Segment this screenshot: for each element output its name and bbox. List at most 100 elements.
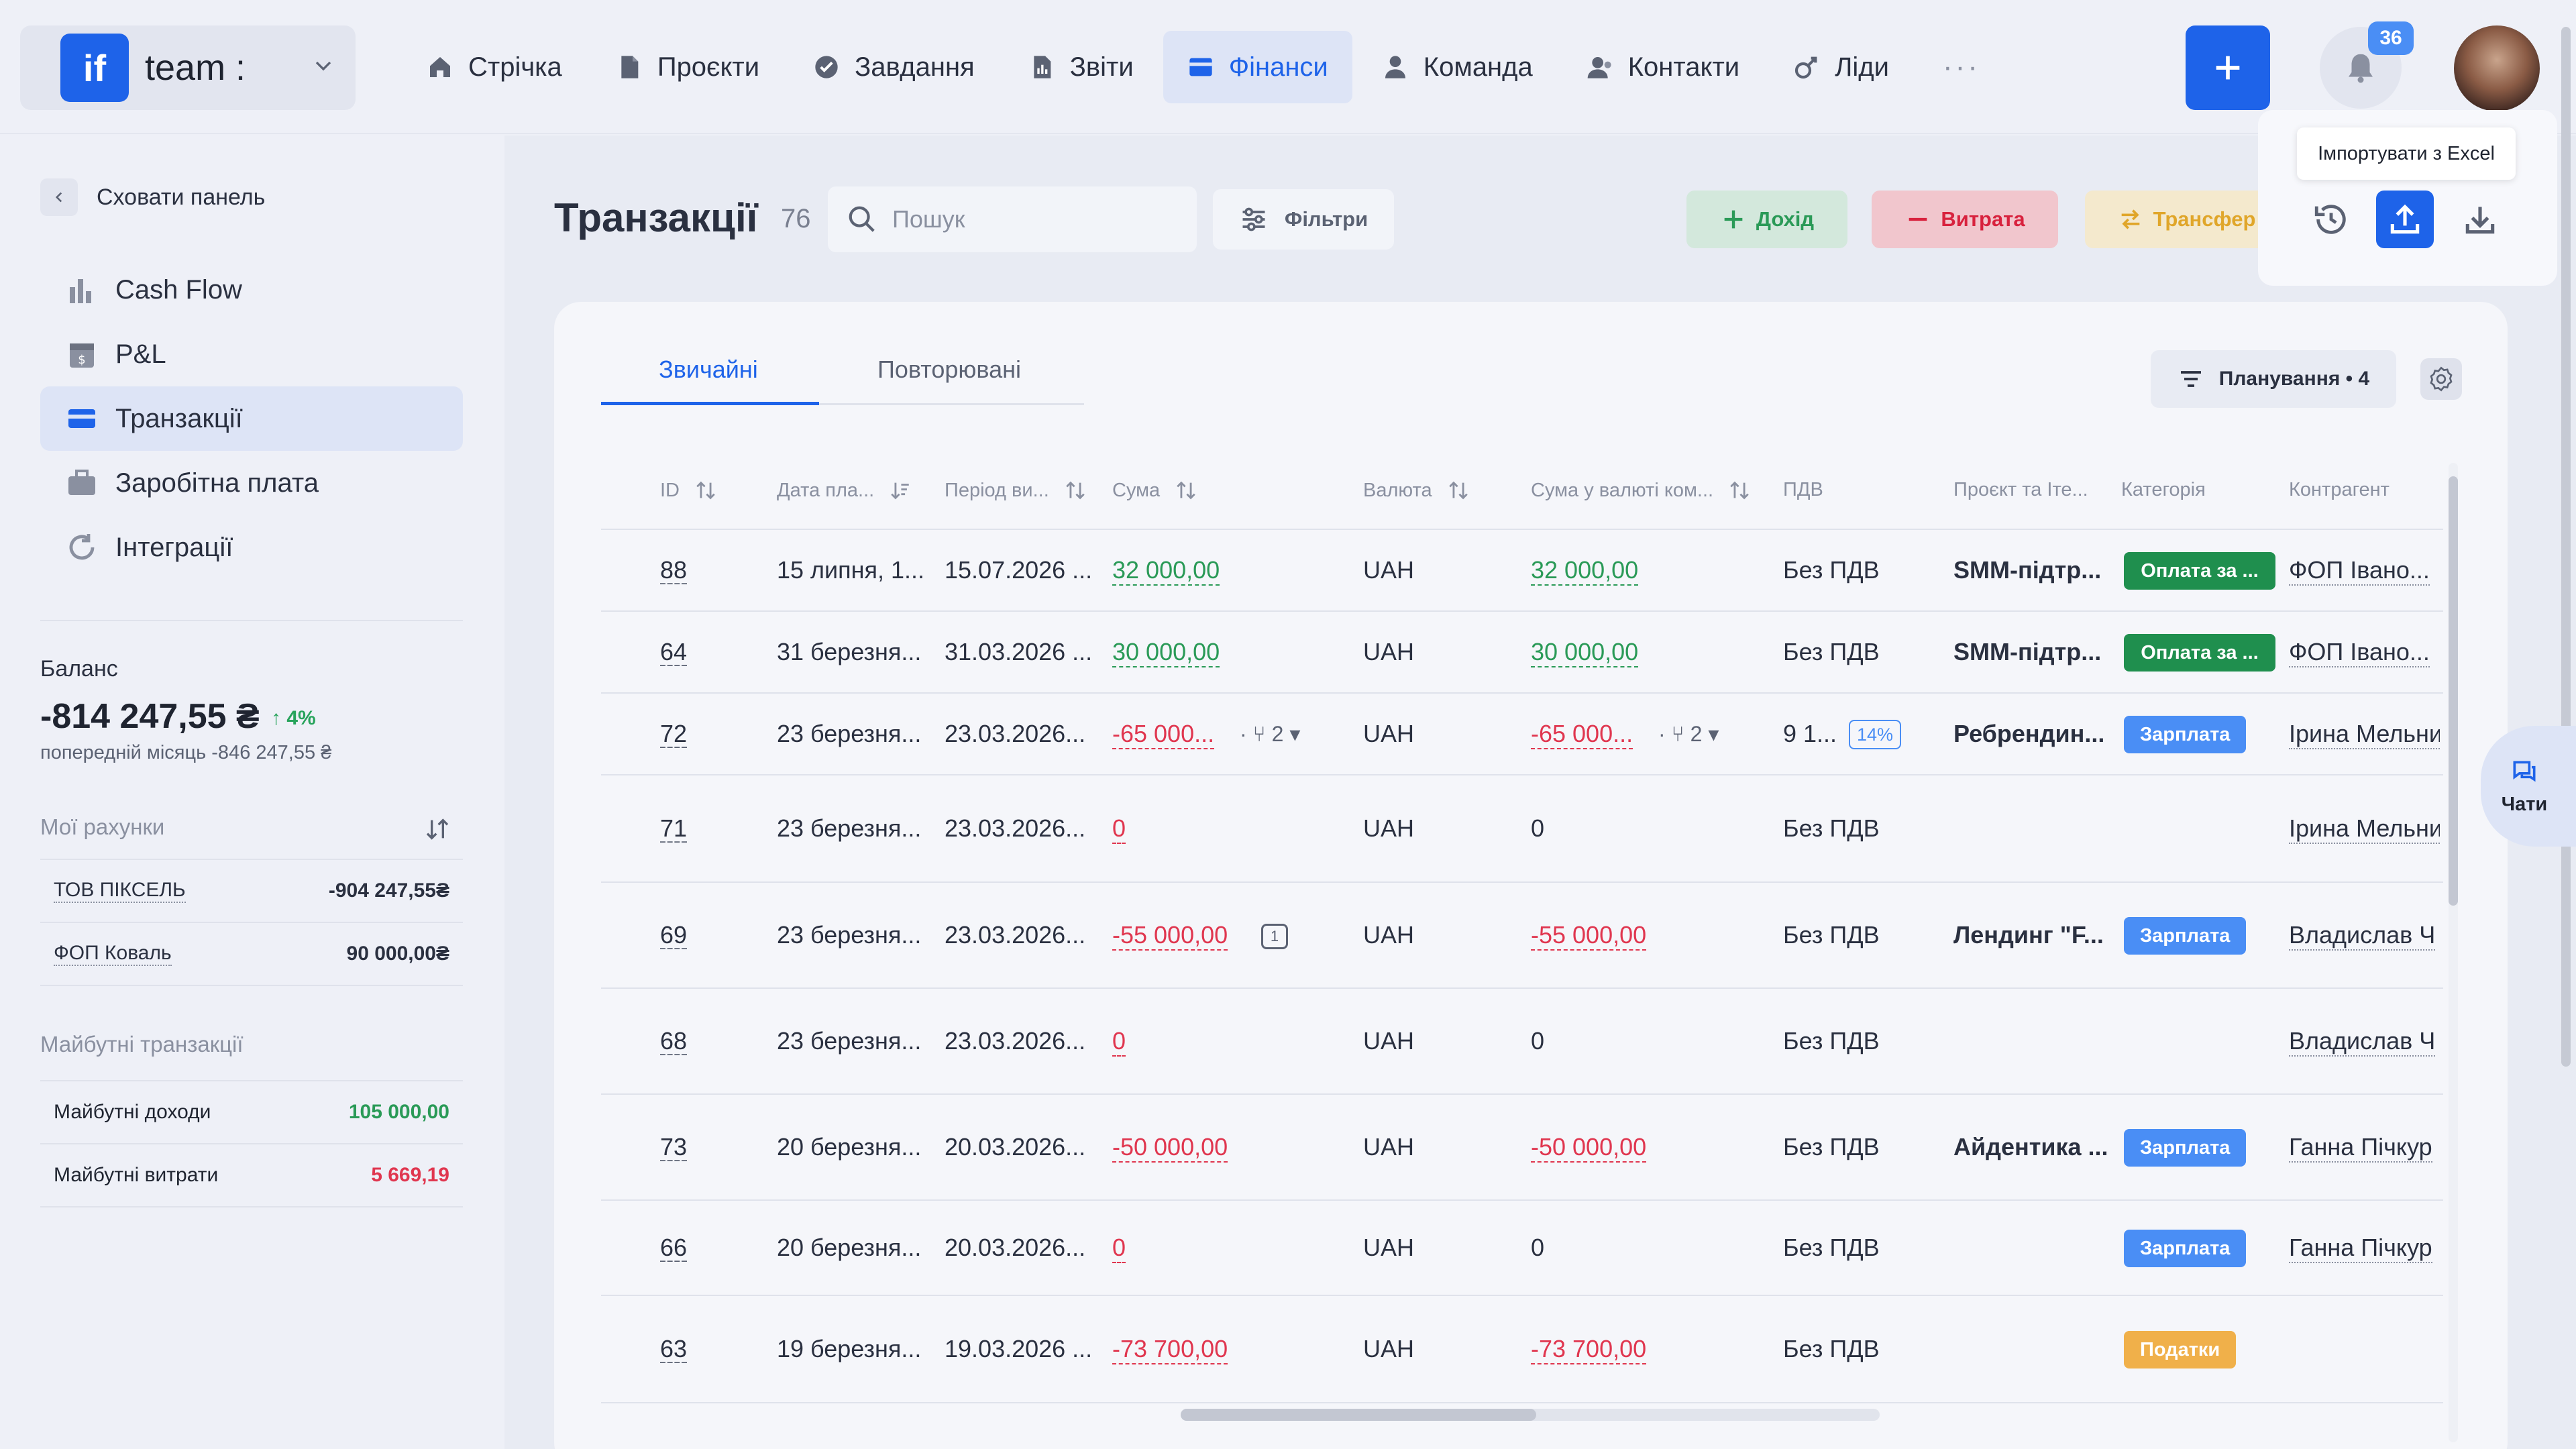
column-header-id[interactable]: ID xyxy=(660,479,717,502)
table-row[interactable]: 63 19 березня... 19.03.2026 ... -73 700,00 U… xyxy=(601,1296,2443,1403)
table-row[interactable]: 71 23 березня... 23.03.2026... 0 UAH 0 Без ПДВ… xyxy=(601,775,2443,883)
future-income-value: 105 000,00 xyxy=(348,1101,449,1123)
vat-rate-tag: 14% xyxy=(1849,720,1902,749)
balance-label: Баланс xyxy=(40,656,118,682)
column-header-vat[interactable]: ПДВ xyxy=(1783,479,1823,500)
table-settings-button[interactable] xyxy=(2420,358,2462,400)
counterparty[interactable]: Владислав Ч xyxy=(2289,921,2436,951)
history-button[interactable] xyxy=(2302,191,2360,248)
sidebar-item-transactions[interactable]: Транзакції xyxy=(40,386,463,451)
transaction-id[interactable]: 69 xyxy=(660,921,688,949)
sidebar-item-pnl[interactable]: $ P&L xyxy=(40,322,463,386)
counterparty[interactable]: Ганна Пічкур xyxy=(2289,1234,2432,1263)
transaction-id[interactable]: 88 xyxy=(660,556,688,584)
column-header-category[interactable]: Категорія xyxy=(2121,479,2206,500)
counterparty[interactable]: ФОП Івано... xyxy=(2289,556,2430,586)
nav-item-feed[interactable]: Стрічка xyxy=(402,31,586,103)
create-button[interactable] xyxy=(2186,25,2270,110)
category-badge[interactable]: Зарплата xyxy=(2124,1129,2247,1167)
nav-item-team[interactable]: Команда xyxy=(1358,31,1557,103)
nav-label: Звіти xyxy=(1069,52,1134,82)
column-header-date[interactable]: Дата пла... xyxy=(777,479,912,502)
page-scrollbar[interactable] xyxy=(2561,27,2571,1067)
transaction-id[interactable]: 73 xyxy=(660,1133,688,1161)
counterparty[interactable]: ФОП Івано... xyxy=(2289,638,2430,667)
table-row[interactable]: 88 15 липня, 1... 15.07.2026 ... 32 000,00 U… xyxy=(601,530,2443,612)
account-row[interactable]: ФОП Коваль 90 000,00₴ xyxy=(40,923,463,986)
counterparty[interactable]: Владислав Ч xyxy=(2289,1027,2436,1057)
account-row[interactable]: ТОВ ПІКСЕЛЬ -904 247,55₴ xyxy=(40,860,463,923)
table-vertical-scrollbar[interactable] xyxy=(2449,463,2458,1442)
nav-item-tasks[interactable]: Завдання xyxy=(789,31,999,103)
table-row[interactable]: 69 23 березня... 23.03.2026... -55 000,00 UA… xyxy=(601,883,2443,989)
horizontal-scrollbar[interactable] xyxy=(1181,1409,1880,1421)
counterparty[interactable]: Ірина Мельни xyxy=(2289,814,2440,844)
planning-button[interactable]: Планування • 4 xyxy=(2151,350,2396,408)
comment-icon[interactable]: 1 xyxy=(1261,924,1288,949)
category-badge[interactable]: Зарплата xyxy=(2124,917,2247,955)
transaction-id[interactable]: 68 xyxy=(660,1027,688,1055)
accrual-period: 19.03.2026 ... xyxy=(945,1335,1093,1362)
sidebar-item-cashflow[interactable]: Cash Flow xyxy=(40,258,463,322)
table-row[interactable]: 73 20 березня... 20.03.2026... -50 000,00 UA… xyxy=(601,1095,2443,1201)
avatar[interactable] xyxy=(2454,25,2540,111)
nav-item-finance[interactable]: Фінанси xyxy=(1163,31,1352,103)
table-row[interactable]: 64 31 березня... 31.03.2026 ... 30 000,00 UA… xyxy=(601,612,2443,694)
category-badge[interactable]: Зарплата xyxy=(2124,1230,2247,1267)
table-row[interactable]: 66 20 березня... 20.03.2026... 0 UAH 0 Без ПДВ… xyxy=(601,1201,2443,1296)
main-nav: Стрічка Проєкти Завдання Звіти Фінанси К… xyxy=(402,31,2004,103)
export-button[interactable] xyxy=(2451,191,2509,248)
transaction-id[interactable]: 66 xyxy=(660,1234,688,1261)
horizontal-scrollbar-thumb[interactable] xyxy=(1181,1409,1536,1421)
sidebar-item-integrations[interactable]: Інтеграції xyxy=(40,515,463,580)
split-dropdown[interactable]: · ⑂ 2 ▾ xyxy=(1240,721,1300,747)
transaction-id[interactable]: 72 xyxy=(660,720,688,747)
import-excel-button[interactable] xyxy=(2376,191,2434,248)
add-transfer-button[interactable]: Трансфер xyxy=(2085,191,2288,248)
chats-button[interactable]: Чати xyxy=(2481,726,2576,847)
sort-icon[interactable] xyxy=(424,816,451,843)
table-vertical-scrollbar-thumb[interactable] xyxy=(2449,476,2458,906)
person-icon xyxy=(1385,56,1405,78)
transaction-id[interactable]: 71 xyxy=(660,814,688,842)
add-expense-button[interactable]: Витрата xyxy=(1872,191,2058,248)
nav-item-reports[interactable]: Звіти xyxy=(1004,31,1158,103)
nav-more-button[interactable]: ··· xyxy=(1942,50,1980,83)
counterparty[interactable]: Ганна Пічкур xyxy=(2289,1133,2432,1163)
category-badge[interactable]: Оплата за ... xyxy=(2124,634,2275,672)
column-header-period[interactable]: Період ви... xyxy=(945,479,1087,502)
table-row[interactable]: 68 23 березня... 23.03.2026... 0 UAH 0 Без ПДВ… xyxy=(601,989,2443,1095)
filters-button[interactable]: Фільтри xyxy=(1213,189,1394,250)
workspace-switcher[interactable]: if team : xyxy=(20,25,356,110)
column-header-currency[interactable]: Валюта xyxy=(1363,479,1470,502)
split-dropdown[interactable]: · ⑂ 2 ▾ xyxy=(1658,721,1719,747)
sidebar-item-label: Інтеграції xyxy=(115,532,233,562)
category-badge[interactable]: Податки xyxy=(2124,1331,2237,1368)
payment-date: 20 березня... xyxy=(777,1133,922,1161)
category-badge[interactable]: Оплата за ... xyxy=(2124,552,2275,590)
tab-regular[interactable]: Звичайні xyxy=(659,356,758,383)
amount: 0 xyxy=(1112,1234,1126,1263)
table-row[interactable]: 72 23 березня... 23.03.2026... -65 000... UA… xyxy=(601,694,2443,775)
sidebar-item-salary[interactable]: Заробітна плата xyxy=(40,451,463,515)
category-badge[interactable]: Зарплата xyxy=(2124,716,2247,753)
vat: Без ПДВ xyxy=(1783,1335,1880,1362)
payment-date: 23 березня... xyxy=(777,921,922,949)
sidebar-divider xyxy=(40,620,463,621)
column-header-amount[interactable]: Сума xyxy=(1112,479,1197,502)
amount-company-currency: 32 000,00 xyxy=(1531,556,1639,586)
tab-recurring[interactable]: Повторювані xyxy=(877,356,1021,383)
column-header-amount-company[interactable]: Сума у валюті ком... xyxy=(1531,479,1751,502)
hide-panel-button[interactable]: Сховати панель xyxy=(40,178,265,216)
income-label: Дохід xyxy=(1756,207,1815,231)
column-header-project[interactable]: Проєкт та Іте... xyxy=(1953,479,2088,500)
nav-item-projects[interactable]: Проєкти xyxy=(592,31,784,103)
nav-item-leads[interactable]: Ліди xyxy=(1769,31,1913,103)
transaction-id[interactable]: 63 xyxy=(660,1335,688,1362)
counterparty[interactable]: Ірина Мельни xyxy=(2289,720,2440,749)
nav-item-contacts[interactable]: Контакти xyxy=(1562,31,1764,103)
add-income-button[interactable]: Дохід xyxy=(1686,191,1847,248)
search-input[interactable]: Пошук xyxy=(828,186,1197,252)
transaction-id[interactable]: 64 xyxy=(660,638,688,665)
column-header-counterparty[interactable]: Контрагент xyxy=(2289,479,2390,500)
